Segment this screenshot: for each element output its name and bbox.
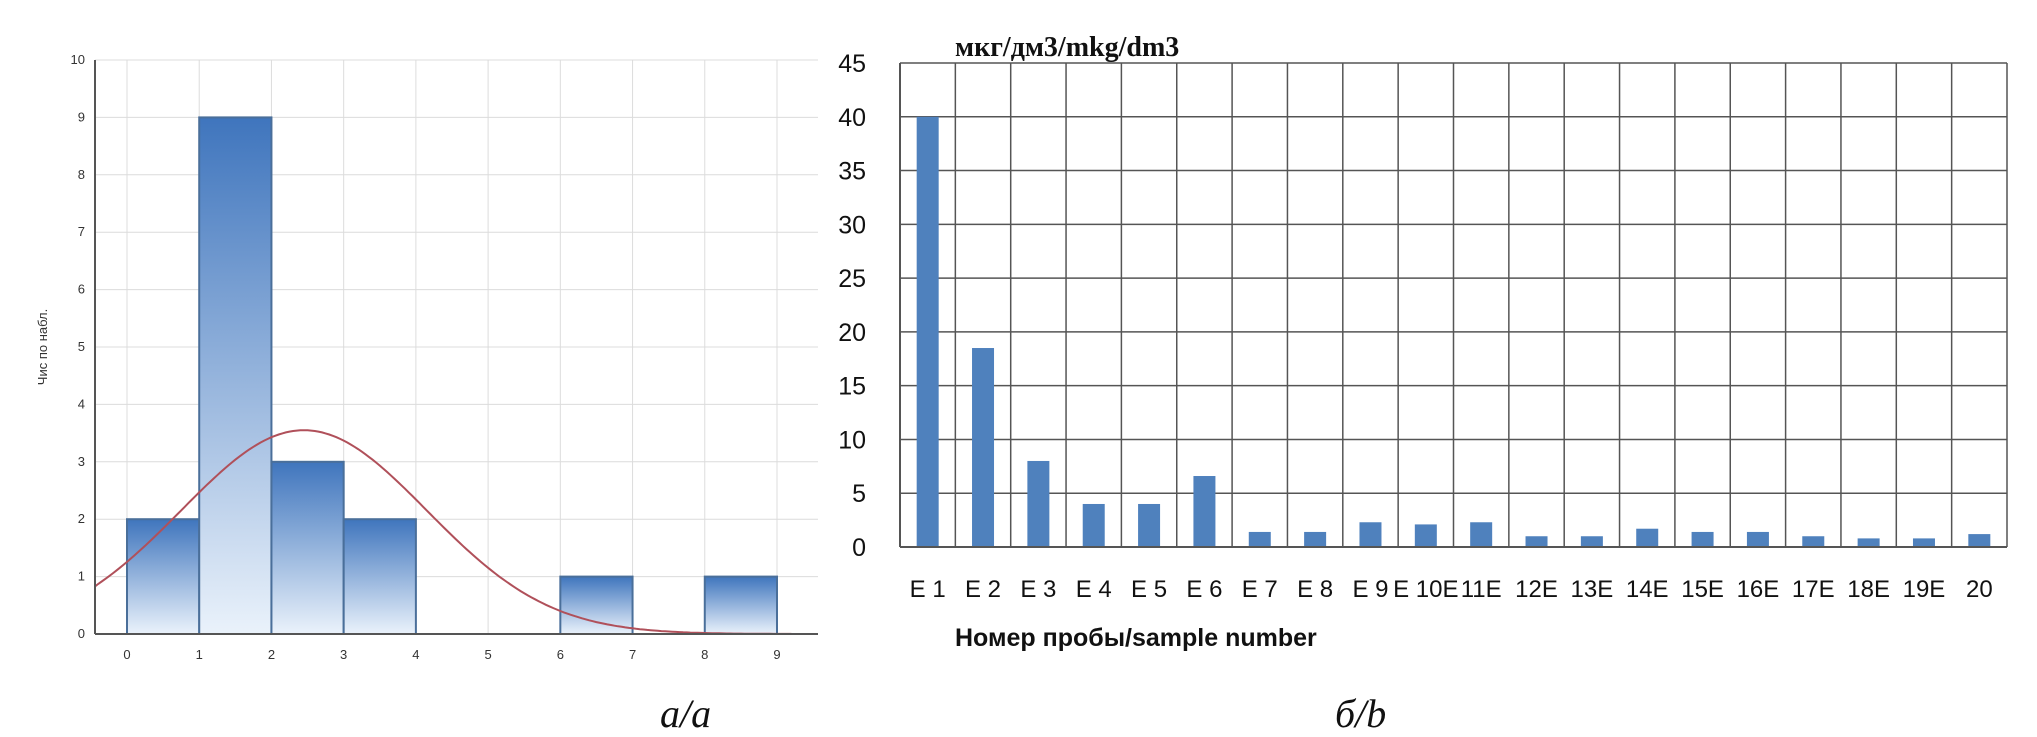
histogram-y-axis-label: Чис по набл.	[35, 309, 50, 385]
x-tick-label: E 7	[1242, 576, 1278, 603]
histogram-bar	[342, 518, 417, 636]
x-tick-label: 4	[412, 647, 419, 662]
bar	[1857, 538, 1880, 547]
histogram-bar	[559, 575, 634, 635]
bar	[1746, 531, 1769, 547]
bar	[1248, 531, 1271, 547]
caption-b: б/b	[1335, 691, 1387, 736]
x-tick-label: 15E	[1681, 576, 1724, 603]
y-tick-label: 8	[78, 167, 85, 182]
bar	[1525, 536, 1548, 547]
x-tick-label: 19E	[1903, 576, 1946, 603]
x-tick-label: E 6	[1186, 576, 1222, 603]
histogram-x-tick-labels: 0 1 2 3 4 5 6 7 8 9	[123, 647, 780, 662]
y-tick-label: 7	[78, 224, 85, 239]
bar	[1193, 476, 1216, 547]
x-tick-label: E 3	[1020, 576, 1056, 603]
caption-a: а/a	[660, 691, 712, 736]
x-tick-label: 5	[484, 647, 491, 662]
y-tick-label: 15	[838, 373, 866, 401]
y-tick-label: 9	[78, 109, 85, 124]
x-tick-label: E 10E	[1393, 576, 1458, 603]
y-tick-label: 0	[852, 534, 866, 562]
x-tick-label: E 4	[1076, 576, 1112, 603]
normal-distribution-curve	[94, 429, 792, 635]
x-tick-label: E 5	[1131, 576, 1167, 603]
y-tick-label: 25	[838, 265, 866, 293]
y-tick-label: 20	[838, 319, 866, 347]
bar	[1470, 522, 1493, 547]
bar	[1968, 534, 1991, 547]
y-tick-label: 1	[78, 569, 85, 584]
histogram-y-tick-labels: 0 1 2 3 4 5 6 7 8 9 10	[71, 52, 85, 641]
bar	[1802, 536, 1825, 547]
bar-chart-gridlines	[899, 62, 2008, 548]
x-tick-label: E 2	[965, 576, 1001, 603]
x-tick-label: 16E	[1737, 576, 1780, 603]
x-tick-label: 1	[196, 647, 203, 662]
bar-chart-x-axis-label: Номер пробы/sample number	[955, 624, 1317, 652]
y-tick-label: 0	[78, 626, 85, 641]
x-tick-label: 17E	[1792, 576, 1835, 603]
histogram-chart: 0 1 2 3 4 5 6 7 8 9 10 0 1 2 3 4 5 6 7 8 9 Чис по набл.	[35, 52, 818, 662]
bar	[1359, 522, 1382, 547]
bar-chart-y-tick-labels: 0 5 10 15 20 25 30 35 40 45	[838, 50, 866, 562]
y-tick-label: 4	[78, 396, 85, 411]
x-tick-label: 2	[268, 647, 275, 662]
x-tick-label: E 1	[910, 576, 946, 603]
x-tick-label: E 8	[1297, 576, 1333, 603]
x-tick-label: 12E	[1515, 576, 1558, 603]
bar	[1027, 460, 1050, 547]
x-tick-label: 6	[557, 647, 564, 662]
bar	[916, 116, 939, 548]
bar-chart-title: мкг/дм3/mkg/dm3	[955, 32, 1179, 63]
bar	[972, 348, 995, 547]
bar	[1304, 531, 1327, 547]
x-tick-label: 0	[123, 647, 130, 662]
y-tick-label: 10	[838, 426, 866, 454]
x-tick-label: 18E	[1847, 576, 1890, 603]
bar	[1082, 503, 1105, 547]
bar	[1636, 528, 1659, 547]
y-tick-label: 6	[78, 282, 85, 297]
x-tick-label: 14E	[1626, 576, 1669, 603]
histogram-bars	[126, 116, 778, 636]
x-tick-label: E 9	[1352, 576, 1388, 603]
bar-chart-bars	[916, 116, 1991, 548]
histogram-bar	[270, 460, 345, 635]
x-tick-label: 20	[1966, 576, 1993, 603]
bar	[1912, 538, 1935, 547]
y-tick-label: 35	[838, 158, 866, 186]
y-tick-label: 10	[71, 52, 85, 67]
bar	[1138, 503, 1161, 547]
y-tick-label: 30	[838, 211, 866, 239]
x-tick-label: 8	[701, 647, 708, 662]
y-tick-label: 45	[838, 50, 866, 78]
y-tick-label: 3	[78, 454, 85, 469]
histogram-bar	[198, 116, 273, 635]
bar	[1414, 524, 1437, 547]
x-tick-label: 11E	[1461, 576, 1502, 603]
y-tick-label: 5	[78, 339, 85, 354]
x-tick-label: 9	[773, 647, 780, 662]
y-tick-label: 2	[78, 511, 85, 526]
x-tick-label: 7	[629, 647, 636, 662]
x-tick-label: 3	[340, 647, 347, 662]
bar	[1580, 536, 1603, 547]
bar	[1691, 531, 1714, 547]
y-tick-label: 40	[838, 104, 866, 132]
x-tick-label: 13E	[1571, 576, 1614, 603]
y-tick-label: 5	[852, 480, 866, 508]
